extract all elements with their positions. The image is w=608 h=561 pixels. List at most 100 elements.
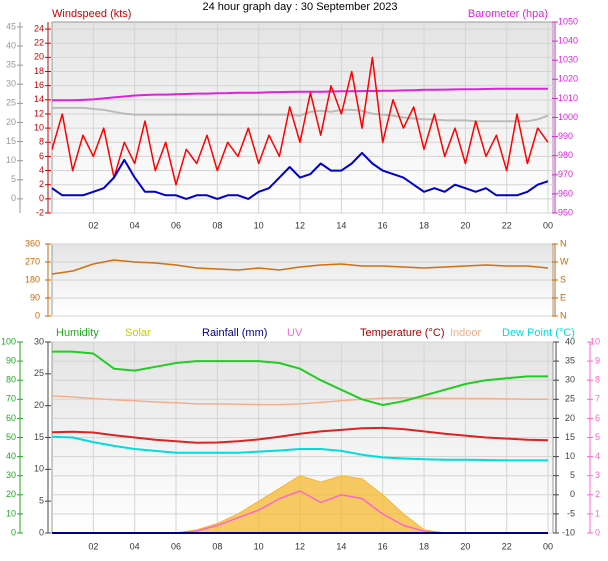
y-tick-label: 90	[6, 355, 16, 365]
y-tick-label: 10	[6, 155, 16, 165]
y-tick-label: 22	[34, 38, 44, 48]
y-tick-label: 14	[34, 94, 44, 104]
y-tick-label: 970	[558, 169, 573, 179]
y-tick-label: 950	[558, 207, 573, 217]
y-tick-label: 15	[34, 432, 44, 442]
y-tick-label: 20	[6, 117, 16, 127]
y-tick-label: -10	[562, 527, 575, 537]
y-tick-label: 1010	[558, 93, 578, 103]
y-tick-label: 5	[39, 496, 44, 506]
series-label: Rainfall (mm)	[202, 327, 267, 339]
y-tick-label: 0	[11, 527, 16, 537]
y-tick-label: 30	[6, 470, 16, 480]
y-tick-label: 360	[25, 238, 40, 248]
x-tick-label: 20	[460, 541, 470, 551]
x-tick-label: 08	[212, 220, 222, 230]
y-tick-label: 8	[595, 375, 600, 385]
y-tick-label: 0	[39, 527, 44, 537]
y-tick-label: 20	[34, 400, 44, 410]
y-tick-label: 25	[565, 394, 575, 404]
y-tick-label: 0	[35, 310, 40, 320]
x-tick-label: 04	[130, 220, 140, 230]
x-tick-label: 04	[130, 541, 140, 551]
y-tick-label: 2	[39, 179, 44, 189]
y-tick-label: 990	[558, 131, 573, 141]
series-line	[52, 106, 549, 123]
y-tick-label: 50	[6, 432, 16, 442]
y-tick-label: 60	[6, 413, 16, 423]
x-tick-label: 02	[88, 541, 98, 551]
y-tick-label: 10	[34, 464, 44, 474]
series-line	[52, 87, 548, 102]
x-tick-label: 00	[543, 541, 553, 551]
y-tick-label: 10	[6, 508, 16, 518]
y-tick-label: 1000	[558, 112, 578, 122]
y-tick-label: 4	[595, 451, 600, 461]
x-tick-label: 14	[336, 220, 346, 230]
y-tick-label: 35	[6, 60, 16, 70]
series-label: Indoor	[450, 327, 482, 339]
series-label: Barometer (hpa)	[468, 8, 548, 20]
y-tick-label: 10	[34, 122, 44, 132]
y-tick-label: 20	[6, 489, 16, 499]
y-tick-label: 0	[570, 489, 575, 499]
series-label: Temperature (°C)	[360, 327, 444, 339]
y-tick-label: 45	[6, 21, 16, 31]
x-tick-label: 22	[502, 541, 512, 551]
y-tick-label: 16	[34, 80, 44, 90]
y-tick-label: 40	[565, 336, 575, 346]
series-line	[51, 259, 549, 275]
y-tick-label: 24	[34, 23, 44, 33]
y-tick-label: 1	[595, 508, 600, 518]
y-tick-label: -5	[567, 508, 575, 518]
x-tick-label: 10	[254, 541, 264, 551]
series-line	[51, 426, 549, 444]
y-tick-label: N	[560, 310, 567, 320]
y-tick-label: 960	[558, 188, 573, 198]
x-tick-label: 06	[171, 220, 181, 230]
series-line	[51, 395, 548, 406]
x-tick-label: 20	[460, 220, 470, 230]
y-tick-label: 10	[565, 451, 575, 461]
series-label: Windspeed (kts)	[52, 8, 131, 20]
y-tick-label: 20	[34, 52, 44, 62]
x-tick-label: 12	[295, 220, 305, 230]
y-tick-label: 100	[1, 336, 16, 346]
y-tick-label: 0	[595, 527, 600, 537]
series-line	[51, 435, 548, 462]
y-tick-label: 1020	[558, 74, 578, 84]
plot-area	[51, 21, 554, 214]
y-tick-label: 0	[11, 193, 16, 203]
series-line	[51, 56, 549, 186]
y-tick-label: S	[560, 274, 566, 284]
y-tick-label: 10	[590, 336, 600, 346]
y-tick-label: 40	[6, 40, 16, 50]
y-tick-label: W	[560, 256, 569, 266]
y-tick-label: 1040	[558, 35, 578, 45]
page-title: 24 hour graph day : 30 September 2023	[202, 1, 397, 13]
y-tick-label: 180	[25, 274, 40, 284]
y-tick-label: 40	[6, 451, 16, 461]
y-tick-label: -2	[36, 207, 44, 217]
y-tick-label: 1030	[558, 55, 578, 65]
x-tick-label: 06	[171, 541, 181, 551]
x-tick-label: 18	[419, 220, 429, 230]
y-tick-label: 15	[565, 432, 575, 442]
y-tick-label: 25	[6, 98, 16, 108]
y-tick-label: 30	[6, 79, 16, 89]
y-tick-label: 25	[34, 368, 44, 378]
y-tick-label: 90	[30, 292, 40, 302]
x-tick-label: 00	[543, 220, 553, 230]
y-tick-label: 30	[565, 375, 575, 385]
series-label: Dew Point (°C)	[502, 327, 575, 339]
y-tick-label: 2	[595, 489, 600, 499]
series-label: UV	[287, 327, 303, 339]
y-tick-label: 6	[595, 413, 600, 423]
y-tick-label: 980	[558, 150, 573, 160]
x-tick-label: 14	[336, 541, 346, 551]
y-tick-label: 1050	[558, 16, 578, 26]
x-tick-label: 18	[419, 541, 429, 551]
y-tick-label: 20	[565, 413, 575, 423]
y-tick-label: 80	[6, 375, 16, 385]
